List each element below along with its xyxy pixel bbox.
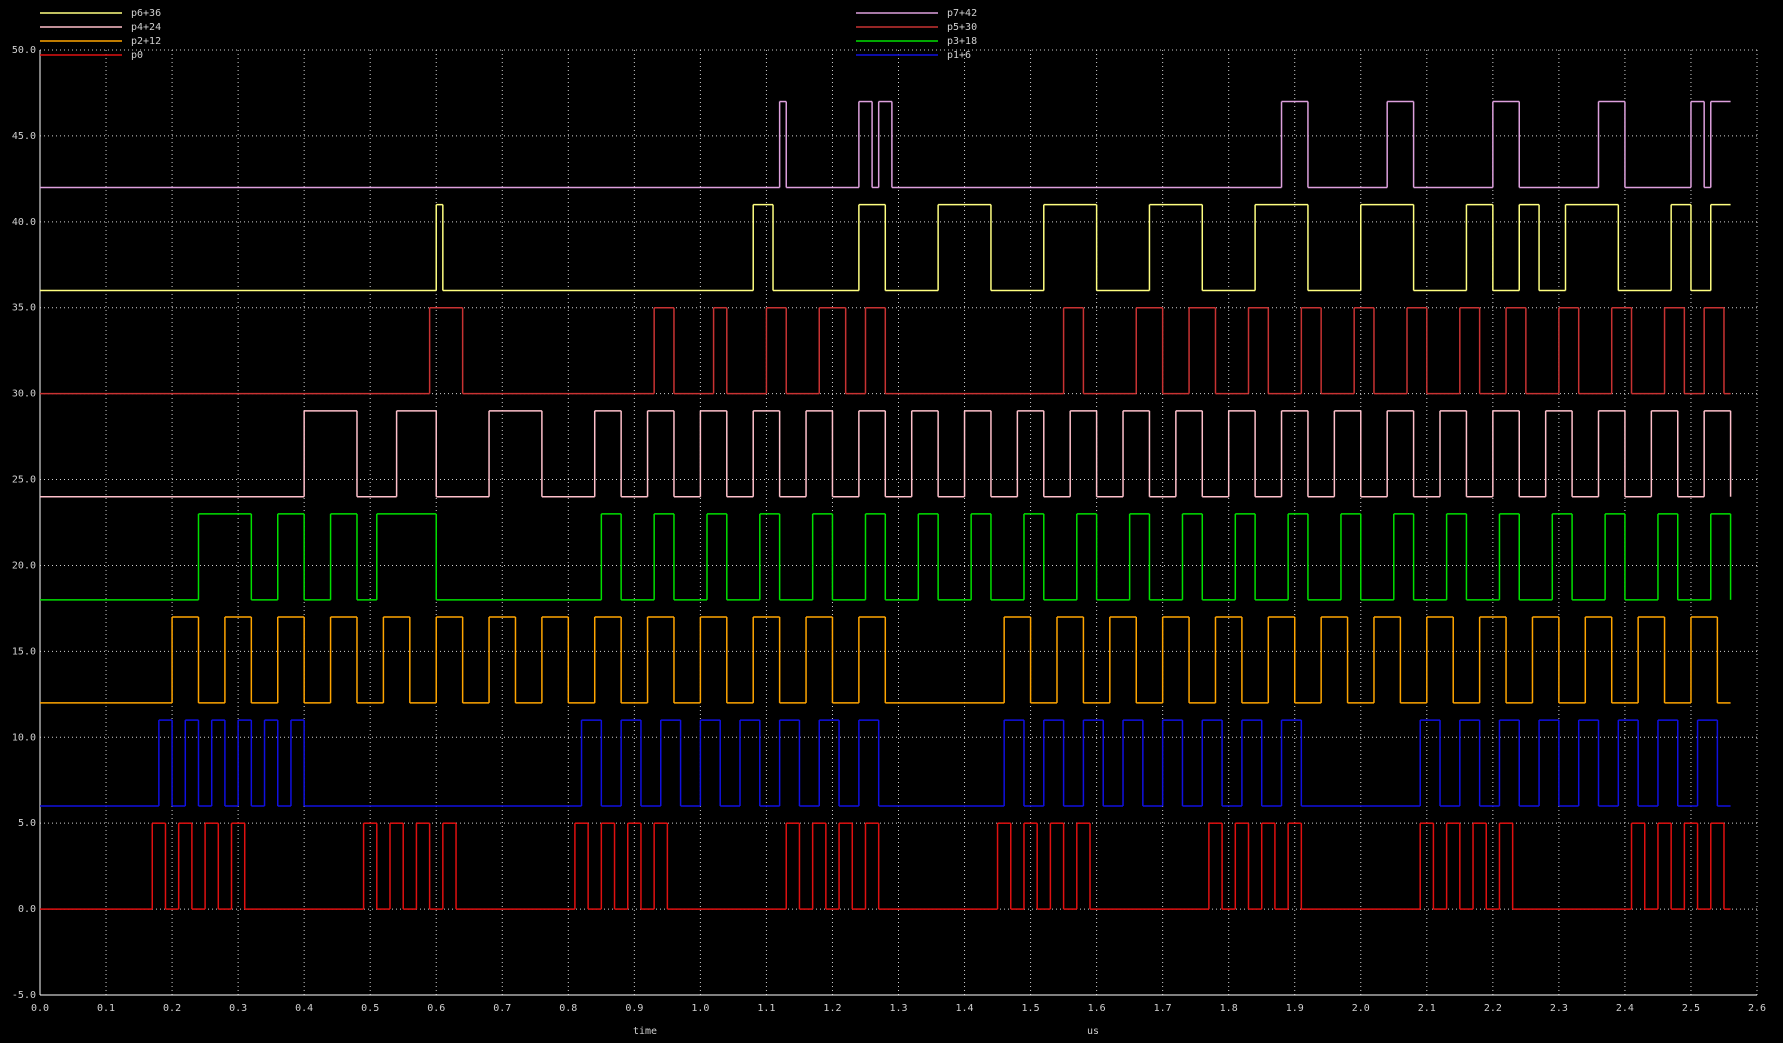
x-tick-label: 1.1 (757, 1003, 775, 1014)
x-tick-label: 0.8 (559, 1003, 577, 1014)
y-tick-label: 0.0 (18, 904, 36, 915)
x-tick-label: 0.9 (625, 1003, 643, 1014)
x-tick-label: 0.0 (31, 1003, 49, 1014)
y-tick-label: 35.0 (12, 303, 36, 314)
x-tick-label: 1.5 (1022, 1003, 1040, 1014)
x-tick-label: 2.0 (1352, 1003, 1370, 1014)
x-tick-label: 2.3 (1550, 1003, 1568, 1014)
series-2 (40, 616, 1731, 704)
x-tick-label: 2.4 (1616, 1003, 1634, 1014)
series-1 (40, 410, 1732, 498)
x-tick-label: 1.3 (889, 1003, 907, 1014)
x-tick-label: 1.4 (956, 1003, 974, 1014)
x-tick-label: 0.1 (97, 1003, 115, 1014)
x-tick-label: 1.7 (1154, 1003, 1172, 1014)
x-tick-label: 1.2 (823, 1003, 841, 1014)
y-tick-label: 5.0 (18, 818, 36, 829)
x-tick-label: 1.8 (1220, 1003, 1238, 1014)
x-tick-label: 0.5 (361, 1003, 379, 1014)
x-tick-label: 1.6 (1088, 1003, 1106, 1014)
x-tick-label: 1.9 (1286, 1003, 1304, 1014)
series-5 (40, 306, 1731, 395)
y-tick-label: 20.0 (12, 560, 36, 571)
legend-label: p0 (131, 50, 143, 61)
y-tick-label: 15.0 (12, 646, 36, 657)
x-axis-unit: us (1087, 1026, 1099, 1037)
series-3 (40, 822, 1731, 910)
series-6 (40, 513, 1732, 601)
x-tick-label: 0.6 (427, 1003, 445, 1014)
legend-label: p1+6 (947, 50, 971, 61)
x-tick-label: 2.2 (1484, 1003, 1502, 1014)
legend-label: p5+30 (947, 22, 977, 33)
x-tick-label: 0.4 (295, 1003, 313, 1014)
legend-label: p2+12 (131, 36, 161, 47)
y-tick-label: 40.0 (12, 217, 36, 228)
series-7 (40, 719, 1731, 807)
series-4 (40, 100, 1731, 189)
legend-label: p3+18 (947, 36, 977, 47)
y-tick-label: 50.0 (12, 45, 36, 56)
legend-label: p7+42 (947, 8, 977, 19)
x-tick-label: 2.6 (1748, 1003, 1766, 1014)
y-tick-label: 45.0 (12, 131, 36, 142)
y-tick-label: 30.0 (12, 389, 36, 400)
legend-label: p6+36 (131, 8, 161, 19)
x-tick-label: 0.2 (163, 1003, 181, 1014)
x-tick-label: 0.7 (493, 1003, 511, 1014)
series-0 (40, 203, 1731, 292)
legend-label: p4+24 (131, 22, 161, 33)
x-tick-label: 2.5 (1682, 1003, 1700, 1014)
y-tick-label: 10.0 (12, 732, 36, 743)
x-tick-label: 1.0 (691, 1003, 709, 1014)
x-tick-label: 0.3 (229, 1003, 247, 1014)
y-tick-label: 25.0 (12, 475, 36, 486)
y-tick-label: -5.0 (12, 990, 36, 1001)
x-tick-label: 2.1 (1418, 1003, 1436, 1014)
x-axis-label: time (633, 1026, 657, 1037)
